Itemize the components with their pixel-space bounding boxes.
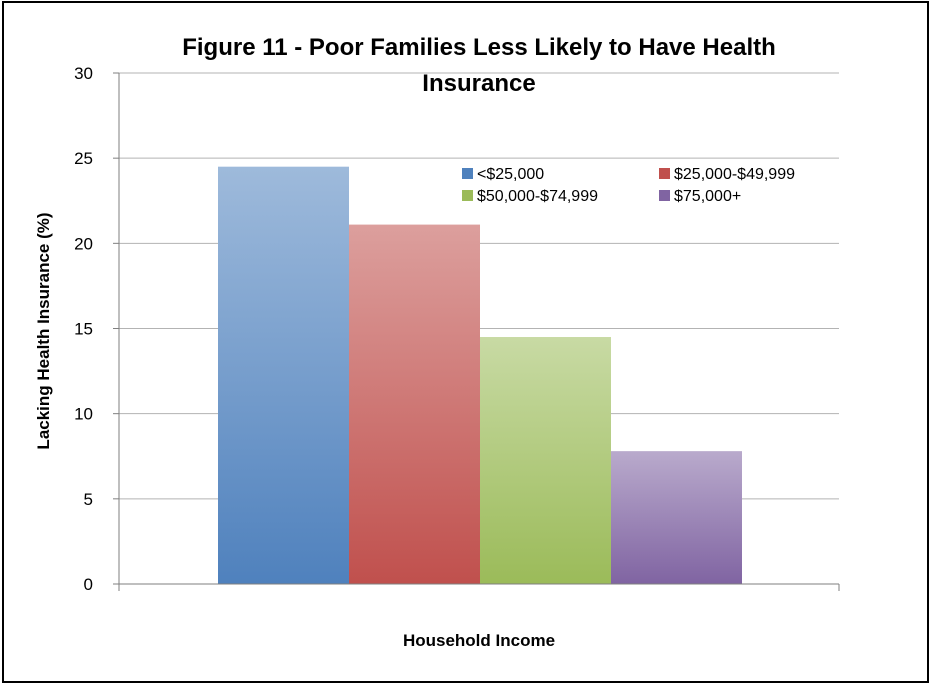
chart-title-line-1: Figure 11 - Poor Families Less Likely to… — [182, 34, 776, 61]
legend-label: $25,000-$49,999 — [674, 166, 795, 183]
y-tick-label: 10 — [74, 405, 93, 424]
y-tick-label: 25 — [74, 149, 93, 168]
legend-swatch — [462, 168, 473, 179]
y-tick-label: 5 — [84, 490, 93, 509]
bar — [218, 166, 349, 584]
bar — [349, 224, 480, 584]
y-tick-label: 30 — [74, 64, 93, 83]
legend-label: $75,000+ — [674, 188, 741, 205]
y-axis-ticks: 0 5 10 15 20 25 30 — [74, 64, 119, 594]
x-axis-title: Household Income — [403, 631, 555, 650]
y-tick-label: 15 — [74, 320, 93, 339]
axes — [118, 73, 840, 591]
y-axis-title: Lacking Health Insurance (%) — [34, 212, 53, 449]
legend: <$25,000 $25,000-$49,999 $50,000-$74,999 $7… — [462, 166, 795, 205]
chart-title-line-2: Insurance — [422, 70, 535, 97]
y-tick-label: 20 — [74, 234, 93, 253]
legend-swatch — [659, 190, 670, 201]
legend-swatch — [659, 168, 670, 179]
legend-label: $50,000-$74,999 — [477, 188, 598, 205]
y-tick-label: 0 — [84, 575, 93, 594]
bar-chart: Figure 11 - Poor Families Less Likely to… — [34, 34, 840, 650]
legend-swatch — [462, 190, 473, 201]
bar — [480, 337, 611, 584]
legend-label: <$25,000 — [477, 166, 544, 183]
bar — [611, 451, 742, 584]
bars — [218, 166, 742, 584]
